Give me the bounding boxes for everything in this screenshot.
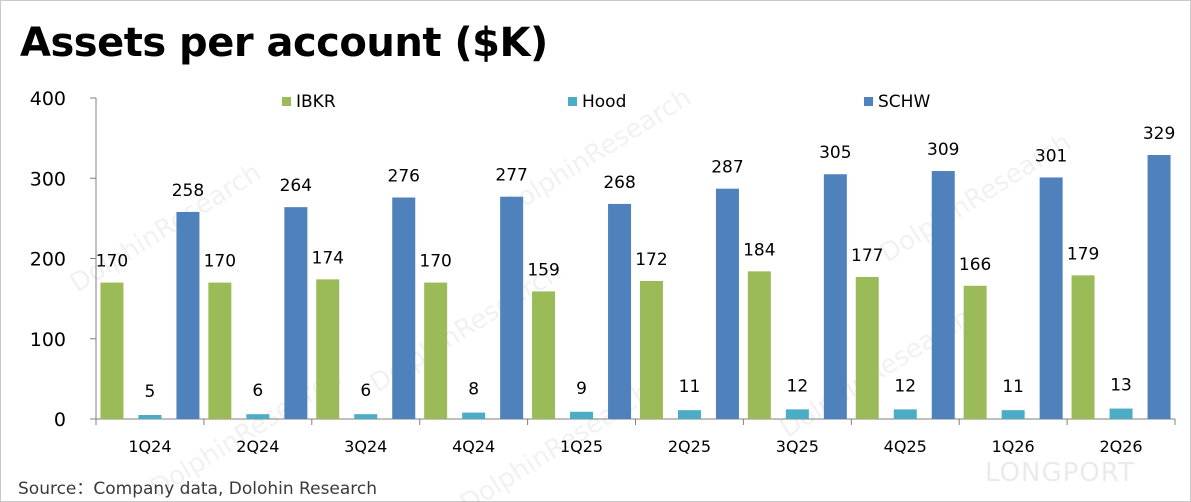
bar-hood: [893, 409, 917, 419]
data-label-hood: 6: [252, 381, 263, 401]
data-label-hood: 13: [1110, 376, 1132, 396]
data-label-hood: 9: [576, 379, 587, 399]
y-tick-label: 200: [30, 249, 66, 271]
y-tick-label: 300: [30, 168, 66, 190]
bar-schw: [1147, 154, 1171, 420]
bars: [100, 154, 1171, 420]
data-label-schw: 276: [388, 167, 420, 187]
data-label-schw: 305: [819, 143, 851, 163]
source-note: Source：Company data, Dolohin Research: [18, 479, 378, 499]
data-label-hood: 11: [1002, 377, 1024, 397]
x-tick-label: 1Q26: [992, 437, 1035, 456]
bar-schw: [284, 207, 308, 419]
y-tick-label: 100: [30, 329, 66, 351]
data-label-schw: 309: [927, 140, 959, 160]
x-tick-label: 4Q25: [884, 437, 927, 456]
x-axis: 1Q24 2Q24 3Q24 4Q24 1Q25 2Q25 3Q25 4Q25 1Q26 2Q26: [95, 418, 1176, 456]
data-label-schw: 258: [172, 181, 204, 201]
watermark-brand: LONGPORT: [985, 458, 1135, 488]
bar-ibkr: [1071, 275, 1095, 419]
bar-schw: [500, 196, 524, 419]
bar-schw: [931, 171, 955, 419]
bar-ibkr: [100, 282, 124, 419]
bar-ibkr: [208, 282, 232, 419]
data-label-ibkr: 166: [959, 255, 991, 275]
data-label-ibkr: 159: [527, 260, 559, 280]
legend-label-ibkr: IBKR: [296, 92, 336, 112]
bar-hood: [354, 414, 378, 419]
bar-ibkr: [963, 285, 987, 419]
data-label-hood: 5: [145, 382, 156, 402]
y-tick-label: 0: [54, 409, 66, 431]
bar-schw: [392, 197, 416, 419]
x-tick-label: 3Q24: [344, 437, 387, 456]
data-label-schw: 287: [711, 158, 743, 178]
data-label-schw: 268: [603, 173, 635, 193]
data-label-hood: 8: [468, 380, 479, 400]
bar-hood: [1001, 410, 1025, 419]
bar-ibkr: [639, 280, 663, 419]
x-tick-label: 4Q24: [452, 437, 495, 456]
bar-hood: [677, 410, 701, 419]
data-label-ibkr: 170: [419, 252, 451, 272]
bar-schw: [1039, 177, 1063, 419]
x-tick-label: 2Q24: [236, 437, 279, 456]
legend-label-hood: Hood: [582, 92, 626, 112]
bar-hood: [138, 414, 162, 419]
data-label-schw: 329: [1143, 124, 1175, 144]
x-tick-label: 3Q25: [776, 437, 819, 456]
data-label-ibkr: 179: [1067, 244, 1099, 264]
data-label-hood: 12: [787, 376, 809, 396]
y-tick-label: 400: [30, 88, 66, 110]
bar-schw: [715, 188, 739, 419]
x-tick-label: 2Q25: [668, 437, 711, 456]
bar-ibkr: [855, 276, 879, 419]
x-tick-label: 1Q24: [128, 437, 171, 456]
legend-swatch-ibkr: [282, 97, 291, 106]
legend-label-schw: SCHW: [878, 92, 930, 112]
chart-title: Assets per account ($K): [20, 20, 548, 66]
bar-hood: [1109, 408, 1133, 419]
legend-swatch-hood: [568, 97, 577, 106]
bar-hood: [785, 409, 809, 419]
x-tick-label: 1Q25: [560, 437, 603, 456]
data-label-ibkr: 170: [96, 252, 128, 272]
data-label-schw: 264: [280, 176, 312, 196]
legend-swatch-schw: [864, 97, 873, 106]
bar-schw: [176, 211, 200, 419]
data-label-hood: 11: [679, 377, 701, 397]
bar-ibkr: [316, 279, 340, 419]
x-tick-label: 2Q26: [1099, 437, 1142, 456]
bar-schw: [608, 203, 632, 419]
bar-ibkr: [747, 271, 771, 419]
data-label-ibkr: 170: [204, 252, 236, 272]
legend: IBKR Hood SCHW: [282, 92, 930, 112]
data-label-ibkr: 177: [851, 246, 883, 266]
data-label-hood: 6: [360, 381, 371, 401]
bar-ibkr: [424, 282, 448, 419]
data-label-schw: 277: [495, 166, 527, 186]
data-label-ibkr: 184: [743, 240, 775, 260]
data-label-schw: 301: [1035, 146, 1067, 166]
data-label-hood: 12: [894, 376, 916, 396]
bar-hood: [462, 412, 486, 419]
bar-schw: [823, 174, 847, 419]
bar-ibkr: [532, 291, 556, 419]
bar-hood: [246, 414, 270, 419]
data-labels: 170 5 258 170 6 264 174 6 276 170 8 277 159 9 268 172 11…: [96, 124, 1176, 402]
data-label-ibkr: 172: [635, 250, 667, 270]
y-axis: 0 100 200 300 400: [30, 88, 97, 431]
data-label-ibkr: 174: [312, 248, 344, 268]
bar-hood: [570, 411, 594, 419]
